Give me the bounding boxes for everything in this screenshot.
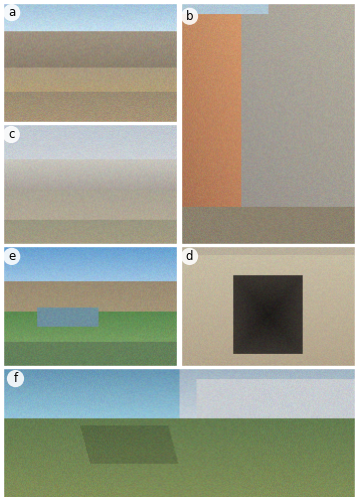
Text: d: d xyxy=(186,250,193,263)
Text: f: f xyxy=(14,372,18,385)
Text: a: a xyxy=(8,6,15,19)
Text: b: b xyxy=(186,10,193,22)
Text: e: e xyxy=(8,250,15,263)
Text: c: c xyxy=(8,128,14,141)
